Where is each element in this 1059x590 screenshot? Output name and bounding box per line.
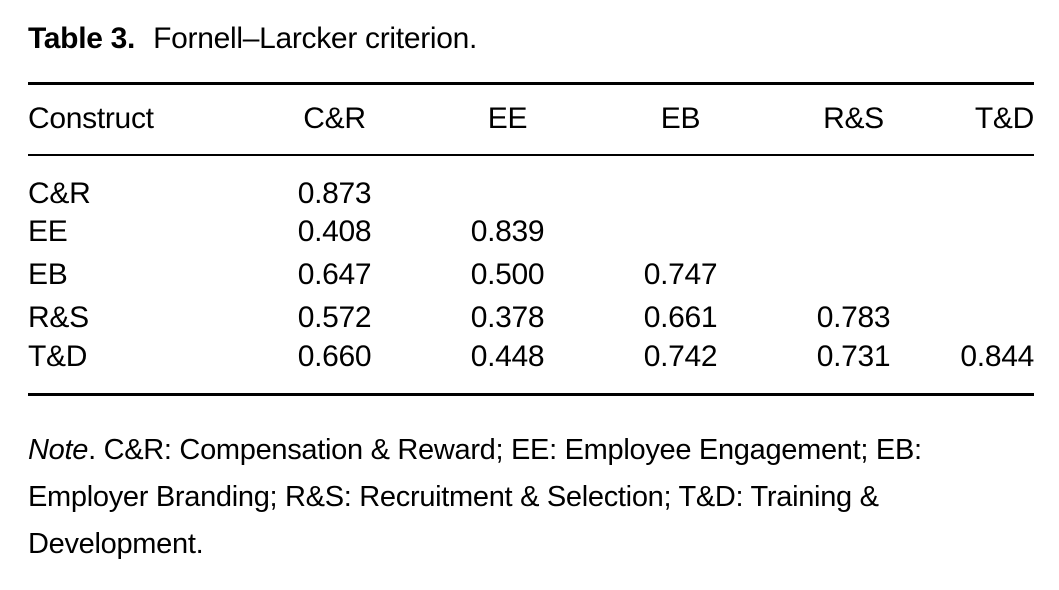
table-cell xyxy=(594,211,767,254)
table-cell: 0.660 xyxy=(297,339,372,373)
table-cell xyxy=(940,254,1034,297)
table-cell xyxy=(421,155,594,211)
column-header-cr: C&R xyxy=(248,83,421,156)
fornell-larcker-table: Construct C&R EE EB R&S T&D C&R 0.873 EE… xyxy=(28,82,1034,396)
table-cell xyxy=(940,155,1034,211)
table-cell xyxy=(940,297,1034,340)
table-cell xyxy=(594,155,767,211)
row-label: T&D xyxy=(28,339,88,373)
column-header-td: T&D xyxy=(940,83,1034,156)
table-number-label: Table 3. xyxy=(28,22,136,55)
table-cell xyxy=(767,211,940,254)
table-cell: 0.731 xyxy=(816,339,891,373)
table-cell: 0.742 xyxy=(643,339,718,373)
table-row: EE 0.408 0.839 xyxy=(28,211,1034,254)
table-cell: 0.378 xyxy=(470,301,545,334)
table-caption: Fornell–Larcker criterion. xyxy=(153,22,478,55)
table-title: Table 3. Fornell–Larcker criterion. xyxy=(28,22,1059,56)
note-text: . C&R: Compensation & Reward; EE: Employ… xyxy=(88,433,922,466)
table-cell: 0.572 xyxy=(297,301,372,334)
row-label: EB xyxy=(28,258,68,291)
table-row: C&R 0.873 xyxy=(28,155,1034,211)
table-cell: 0.448 xyxy=(470,339,545,373)
table-row: EB 0.647 0.500 0.747 xyxy=(28,254,1034,297)
table-cell: 0.783 xyxy=(816,301,891,334)
row-label: C&R xyxy=(28,176,91,210)
table-cell xyxy=(767,155,940,211)
note-line: Development. xyxy=(28,527,204,560)
row-label: R&S xyxy=(28,301,89,334)
table-row: R&S 0.572 0.378 0.661 0.783 xyxy=(28,297,1034,340)
table-cell: 0.844 xyxy=(960,339,1034,373)
table-note: Note. C&R: Compensation & Reward; EE: Em… xyxy=(28,427,1028,568)
table-cell: 0.839 xyxy=(470,215,545,248)
note-line: Employer Branding; R&S: Recruitment & Se… xyxy=(28,480,879,513)
table-cell: 0.661 xyxy=(643,301,718,334)
column-header-ee: EE xyxy=(421,83,594,156)
note-prefix: Note xyxy=(28,433,89,466)
table-header-row: Construct C&R EE EB R&S T&D xyxy=(28,83,1034,156)
note-line: Note. C&R: Compensation & Reward; EE: Em… xyxy=(28,427,1028,474)
table-cell: 0.647 xyxy=(297,258,372,291)
table-cell: 0.408 xyxy=(297,215,372,248)
table-cell: 0.500 xyxy=(470,258,545,291)
table-cell xyxy=(940,211,1034,254)
table-row: T&D 0.660 0.448 0.742 0.731 0.844 xyxy=(28,340,1034,395)
column-header-eb: EB xyxy=(594,83,767,156)
column-header-rs: R&S xyxy=(767,83,940,156)
table-cell xyxy=(767,254,940,297)
table-cell: 0.747 xyxy=(643,258,718,291)
row-label: EE xyxy=(28,215,68,248)
table-cell: 0.873 xyxy=(297,176,372,210)
column-header-construct: Construct xyxy=(28,83,248,156)
